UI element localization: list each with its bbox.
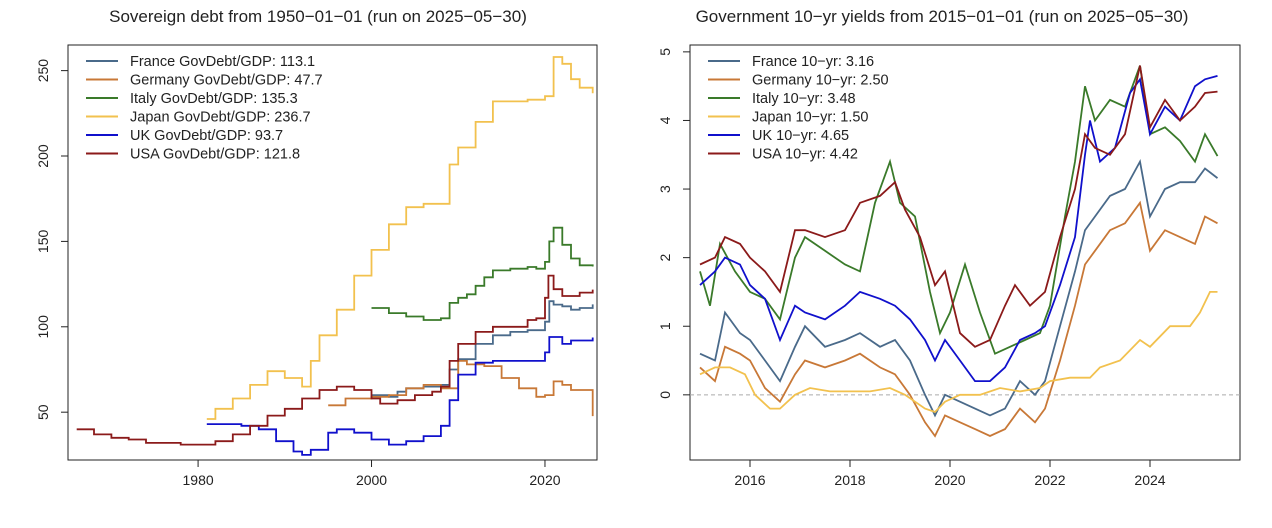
- y-tick-label: 2: [657, 254, 673, 262]
- x-tick-label: 2020: [934, 472, 965, 488]
- series-line: [371, 300, 594, 398]
- legend-label: USA GovDebt/GDP: 121.8: [130, 147, 300, 163]
- legend-label: Germany 10−yr: 2.50: [752, 73, 889, 89]
- legend-label: Germany GovDebt/GDP: 47.7: [130, 73, 323, 89]
- legend-label: Italy GovDebt/GDP: 135.3: [130, 91, 298, 107]
- y-tick-label: 4: [657, 116, 673, 124]
- x-tick-label: 2024: [1134, 472, 1165, 488]
- legend-label: UK 10−yr: 4.65: [752, 128, 849, 144]
- y-tick-label: 1: [657, 322, 673, 330]
- series-line: [699, 65, 1219, 355]
- y-tick-label: 100: [35, 315, 51, 339]
- legend-label: France 10−yr: 3.16: [752, 54, 874, 70]
- series-line: [206, 56, 594, 420]
- x-tick-label: 2016: [734, 472, 765, 488]
- y-tick-label: 200: [35, 144, 51, 168]
- series-line: [76, 274, 594, 446]
- series-line: [371, 226, 594, 321]
- legend-label: Japan 10−yr: 1.50: [752, 110, 869, 126]
- x-tick-label: 2022: [1034, 472, 1065, 488]
- y-tick-label: 150: [35, 230, 51, 254]
- x-tick-label: 2020: [529, 472, 560, 488]
- yields-plot: 2016 2018 2020 2022 2024 0 1 2 3 4 5 France 10−yr: …: [657, 44, 1241, 488]
- series-line: [699, 200, 1218, 438]
- legend-label: Japan GovDebt/GDP: 236.7: [130, 110, 311, 126]
- x-tick-label: 1980: [183, 472, 214, 488]
- plot-frame: [67, 44, 598, 461]
- x-tick-label: 2000: [356, 472, 387, 488]
- chart-title: Sovereign debt from 1950−01−01 (run on 2…: [109, 7, 527, 26]
- legend-label: Italy 10−yr: 3.48: [752, 91, 856, 107]
- y-tick-label: 50: [35, 404, 51, 420]
- y-tick-label: 3: [657, 185, 673, 193]
- series-line: [699, 291, 1218, 414]
- legend-label: UK GovDebt/GDP: 93.7: [130, 128, 283, 144]
- y-tick-label: 5: [657, 48, 673, 56]
- x-tick-label: 2018: [834, 472, 865, 488]
- series-line: [699, 65, 1218, 348]
- series-line: [328, 360, 594, 417]
- debt-plot: 1980 2000 2020 50 100 150 200 250 France GovDebt…: [35, 44, 598, 488]
- legend-label: USA 10−yr: 4.42: [752, 147, 858, 163]
- chart-title: Government 10−yr yields from 2015−01−01 …: [696, 7, 1189, 26]
- plot-frame: [689, 44, 1241, 461]
- y-tick-label: 250: [35, 59, 51, 83]
- series-line: [206, 336, 594, 456]
- series-line: [699, 158, 1219, 418]
- y-tick-label: 0: [657, 391, 673, 399]
- legend-label: France GovDebt/GDP: 113.1: [130, 54, 315, 70]
